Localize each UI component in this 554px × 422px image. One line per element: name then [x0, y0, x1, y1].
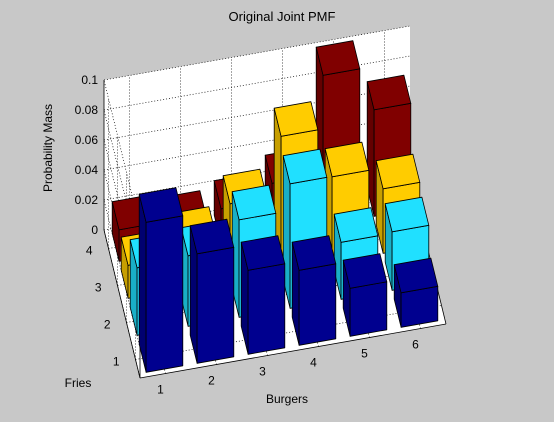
bar-top-face	[138, 187, 184, 223]
bar-top-face	[291, 235, 337, 271]
chart-title: Original Joint PMF	[229, 9, 336, 24]
bar-top-face	[240, 235, 286, 271]
grid-line-z	[103, 199, 141, 349]
bar-top-face	[282, 148, 328, 185]
x-tick-label: 4	[310, 356, 317, 370]
bar-front-face	[349, 281, 388, 337]
bar-burgers-4-fries-1	[291, 235, 337, 346]
x-axis-label: Burgers	[266, 392, 308, 406]
bar-burgers-6-fries-1	[393, 257, 439, 328]
grid-line-z	[103, 79, 141, 229]
y-tick-label: 3	[95, 281, 102, 295]
x-tick-label: 1	[157, 383, 164, 397]
bar-burgers-2-fries-1	[189, 218, 235, 364]
grid-line-z	[103, 25, 411, 81]
x-tick-label: 5	[361, 347, 368, 361]
bar-burgers-1-fries-1	[138, 187, 184, 373]
grid-line-z	[103, 169, 141, 319]
grid-line-z	[103, 229, 141, 379]
y-axis-label: Fries	[65, 376, 92, 390]
z-tick-label: 0	[91, 223, 98, 237]
bar-side-face	[138, 193, 147, 373]
grid-line-z	[103, 109, 141, 259]
bar-top-face	[375, 153, 421, 190]
x-tick-label: 2	[208, 374, 215, 388]
z-tick-label: 0.06	[75, 133, 99, 147]
bar-front-face	[247, 263, 286, 355]
z-tick-label: 0.04	[75, 163, 99, 177]
bar-top-face	[384, 196, 430, 233]
bar-front-face	[400, 285, 439, 328]
y-tick-label: 4	[86, 244, 93, 258]
grid-line-y	[135, 305, 442, 360]
bar-top-face	[231, 184, 277, 221]
x-tick-label: 3	[259, 365, 266, 379]
y-tick-label: 1	[113, 355, 120, 369]
z-tick-label: 0.08	[75, 103, 99, 117]
bar-top-face	[273, 101, 319, 137]
bar-top-face	[324, 141, 370, 178]
z-axis-label: Probability Mass	[41, 104, 55, 192]
z-tick-label: 0.02	[75, 193, 99, 207]
z-tick-label: 0.1	[81, 73, 98, 87]
bar-burgers-5-fries-1	[342, 253, 388, 337]
x-tick-label: 6	[412, 338, 419, 352]
tick-labels: 0 0.02 0.04 0.06 0.08 0.1 1 2 3 4 5 6 1 2 3 4	[75, 73, 420, 397]
grid-line-z	[103, 139, 141, 289]
bar-top-face	[393, 257, 439, 294]
bar-top-face	[189, 218, 235, 255]
bar-top-face	[315, 40, 361, 76]
bar-top-face	[333, 207, 379, 243]
y-tick-label: 2	[104, 318, 111, 332]
axis-edge	[139, 323, 447, 379]
bar-burgers-3-fries-1	[240, 235, 286, 355]
bar-front-face	[298, 263, 337, 346]
bar-front-face	[145, 215, 184, 373]
bars-group	[111, 40, 439, 373]
bar-front-face	[196, 246, 235, 364]
bar-top-face	[342, 253, 388, 289]
bar-top-face	[366, 74, 412, 111]
